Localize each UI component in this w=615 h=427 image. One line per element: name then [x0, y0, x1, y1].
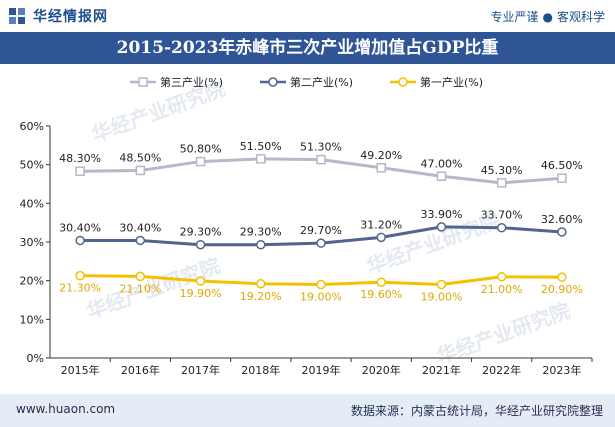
data-point — [195, 276, 206, 286]
legend-label: 第一产业(%) — [420, 75, 483, 89]
data-label: 46.50% — [541, 159, 583, 172]
x-tick-label: 2020年 — [362, 363, 401, 377]
data-point — [316, 279, 326, 290]
data-label: 50.80% — [180, 143, 222, 156]
data-point — [436, 171, 447, 182]
data-label: 19.00% — [420, 291, 462, 304]
legend-item: 第一产业(%) — [390, 75, 483, 89]
data-label: 31.20% — [360, 218, 402, 231]
y-tick-label: 10% — [20, 313, 44, 326]
data-point — [376, 163, 386, 173]
data-point — [436, 222, 447, 232]
legend-marker — [138, 77, 148, 87]
slogan-left: 专业严谨 — [490, 10, 539, 24]
chart-series: 48.30% 48.50% 50.80% 51.50% 51.30% 49.20% 47.0… — [59, 140, 583, 304]
legend-label: 第二产业(%) — [290, 75, 353, 89]
y-tick-label: 20% — [20, 275, 44, 288]
data-point — [195, 156, 206, 167]
data-label: 19.60% — [360, 288, 402, 301]
data-label: 21.30% — [59, 282, 101, 295]
legend-item: 第三产业(%) — [130, 75, 223, 89]
series-group: 30.40% 30.40% 29.30% 29.30% 29.70% 31.20% 33.9… — [59, 208, 583, 250]
data-label: 48.30% — [59, 152, 101, 165]
x-tick-label: 2015年 — [61, 363, 100, 377]
data-point — [256, 154, 266, 164]
footer-source: 数据来源：内蒙古统计局，华经产业研究院整理 — [350, 404, 603, 418]
top-bar: 华经情报网 专业严谨 ● 客观科学 — [0, 0, 615, 32]
data-point — [316, 154, 326, 165]
x-tick-label: 2019年 — [302, 363, 341, 377]
data-point — [496, 178, 507, 188]
data-label: 45.30% — [481, 164, 523, 177]
data-point — [436, 279, 447, 290]
slogan-separator: ● — [542, 10, 553, 24]
data-label: 29.70% — [300, 224, 342, 237]
brand-name: 华经情报网 — [33, 9, 108, 25]
data-label: 21.10% — [119, 282, 161, 295]
x-tick-label: 2021年 — [422, 363, 461, 377]
slogan-right: 客观科学 — [556, 10, 605, 24]
data-label: 32.60% — [541, 213, 583, 226]
data-point — [135, 235, 146, 246]
data-point — [256, 239, 266, 250]
data-label: 51.50% — [240, 140, 282, 153]
data-point — [557, 227, 567, 237]
legend-label: 第三产业(%) — [160, 75, 223, 89]
data-point — [75, 270, 85, 281]
data-point — [316, 238, 326, 248]
legend-marker — [398, 77, 408, 87]
slogan: 专业严谨 ● 客观科学 — [490, 8, 605, 25]
x-tick-label: 2016年 — [121, 363, 160, 377]
chart-legend: 第三产业(%) 第二产业(%) 第一产业(%) — [130, 75, 483, 89]
huajing-logo-icon — [9, 8, 25, 24]
data-label: 29.30% — [180, 226, 222, 239]
y-tick-label: 50% — [20, 159, 44, 172]
data-label: 33.70% — [481, 209, 523, 222]
legend-marker — [268, 77, 278, 87]
series-group: 21.30% 21.10% 19.90% 19.20% 19.00% 19.60% 19.0… — [59, 270, 583, 304]
data-label: 29.30% — [240, 226, 282, 239]
data-label: 19.20% — [240, 290, 282, 303]
x-tick-label: 2022年 — [482, 363, 521, 377]
chart-title: 2015-2023年赤峰市三次产业增加值占GDP比重 — [0, 32, 615, 64]
y-tick-label: 30% — [20, 236, 44, 249]
data-point — [557, 272, 567, 282]
data-point — [496, 222, 507, 233]
y-tick-label: 0% — [27, 352, 44, 365]
data-label: 51.30% — [300, 141, 342, 154]
data-point — [135, 165, 146, 176]
data-label: 20.90% — [541, 283, 583, 296]
data-point — [557, 173, 567, 183]
x-tick-label: 2018年 — [241, 363, 280, 377]
x-tick-label: 2017年 — [181, 363, 220, 377]
data-label: 30.40% — [119, 221, 161, 234]
data-point — [75, 166, 85, 176]
footer-bar: www.huaon.com 数据来源：内蒙古统计局，华经产业研究院整理 — [0, 394, 615, 427]
legend-item: 第二产业(%) — [260, 75, 353, 89]
data-label: 21.00% — [481, 283, 523, 296]
data-label: 48.50% — [119, 151, 161, 164]
x-tick-label: 2023年 — [542, 363, 581, 377]
data-label: 47.00% — [420, 157, 462, 170]
data-label: 30.40% — [59, 221, 101, 234]
data-label: 19.90% — [180, 287, 222, 300]
data-point — [135, 271, 146, 282]
data-point — [256, 279, 266, 289]
data-point — [75, 235, 85, 246]
data-label: 19.00% — [300, 291, 342, 304]
data-label: 49.20% — [360, 149, 402, 162]
data-point — [376, 277, 386, 287]
y-tick-label: 40% — [20, 197, 44, 210]
y-tick-label: 60% — [20, 120, 44, 133]
chart-axes: 0% 10% 20% 30% 40% 50% 60% 2015年 2016年 2017年 2018年… — [20, 120, 593, 377]
data-point — [496, 272, 507, 282]
footer-site: www.huaon.com — [16, 402, 116, 416]
data-point — [195, 239, 206, 250]
data-label: 33.90% — [420, 208, 462, 221]
series-group: 48.30% 48.50% 50.80% 51.50% 51.30% 49.20% 47.0… — [59, 140, 583, 188]
data-point — [376, 232, 386, 243]
